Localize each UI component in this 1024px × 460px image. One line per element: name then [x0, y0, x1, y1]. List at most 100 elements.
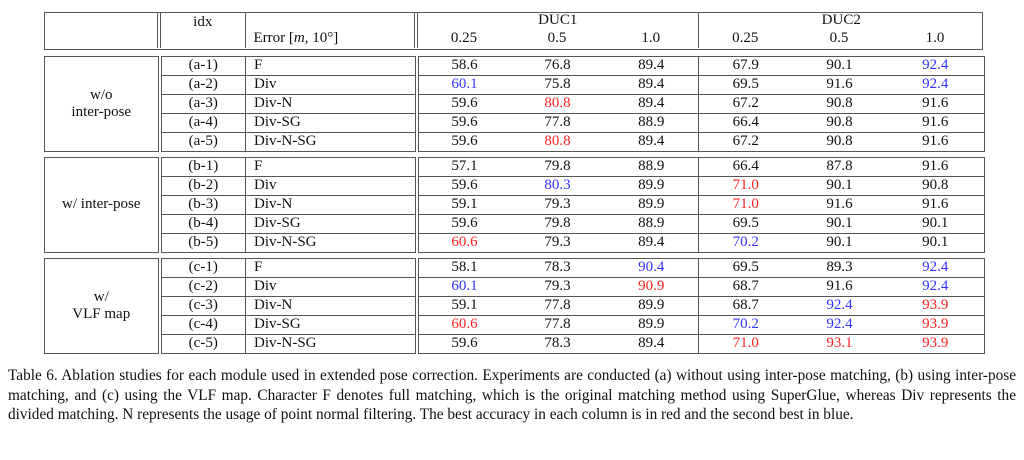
- value-cell: 91.6: [886, 195, 985, 215]
- header-threshold: 0.25: [732, 30, 759, 47]
- value-cell: 58.1: [416, 258, 511, 278]
- value-cell: 71.0: [698, 195, 793, 215]
- row-method: Div: [245, 277, 419, 297]
- header-threshold: 0.5: [547, 30, 567, 47]
- table-section: w/VLF map (c-1) F 58.1 78.3 90.4 69.5 89.3 92.4(…: [44, 258, 985, 354]
- header-error-suffix: , 10°]: [304, 29, 339, 46]
- value-cell: 59.6: [416, 132, 511, 152]
- value-cell: 69.5: [698, 258, 793, 278]
- value-cell: 60.1: [416, 75, 511, 95]
- value-cell: 59.1: [416, 296, 511, 316]
- section-label-line: w/ inter-pose: [62, 196, 141, 213]
- header-duc2: DUC2: [697, 12, 985, 30]
- value-cell: 71.0: [698, 334, 793, 354]
- value-cell: 89.9: [604, 176, 699, 196]
- row-idx: (a-4): [159, 113, 246, 133]
- row-method: Div-SG: [245, 113, 419, 133]
- value-cell: 89.9: [604, 315, 699, 335]
- value-cell: 57.1: [416, 157, 511, 177]
- table-row: (c-2) Div 60.1 79.3 90.9 68.7 91.6 92.4: [45, 277, 985, 297]
- table-row: (a-5) Div-N-SG 59.6 80.8 89.4 67.2 90.8 91.6: [45, 132, 985, 152]
- value-cell: 77.8: [510, 315, 605, 335]
- value-cell: 89.9: [604, 296, 699, 316]
- value-cell: 59.6: [416, 94, 511, 114]
- value-cell: 80.8: [510, 132, 605, 152]
- section-label-line: w/: [93, 288, 109, 305]
- value-cell: 91.6: [886, 157, 985, 177]
- row-method: F: [245, 258, 419, 278]
- header-idx: idx: [158, 12, 246, 48]
- value-cell: 78.3: [510, 258, 605, 278]
- value-cell: 92.4: [886, 277, 985, 297]
- value-cell: 58.6: [416, 56, 511, 76]
- table-caption: Table 6. Ablation studies for each modul…: [8, 367, 1016, 423]
- value-cell: 79.8: [510, 157, 605, 177]
- value-cell: 89.3: [792, 258, 887, 278]
- value-cell: 80.8: [510, 94, 605, 114]
- value-cell: 89.4: [604, 56, 699, 76]
- value-cell: 93.9: [886, 334, 985, 354]
- value-cell: 89.4: [604, 334, 699, 354]
- header-error: Error [m, 10°]: [244, 12, 418, 48]
- value-cell: 68.7: [698, 296, 793, 316]
- section-label: w/o inter-pose: [44, 56, 162, 152]
- value-cell: 90.8: [792, 113, 887, 133]
- row-method: Div: [245, 75, 419, 95]
- table-header: idx Error [m, 10°] DUC1 DUC2 0.25 0.5 1.…: [44, 12, 985, 48]
- row-method: F: [245, 56, 419, 76]
- table-row: (b-2) Div 59.6 80.3 89.9 71.0 90.1 90.8: [45, 176, 985, 196]
- value-cell: 91.6: [792, 277, 887, 297]
- value-cell: 79.3: [510, 233, 605, 253]
- value-cell: 88.9: [604, 214, 699, 234]
- value-cell: 79.3: [510, 277, 605, 297]
- table-section: w/ inter-pose (b-1) F 57.1 79.8 88.9 66.4 87.8 9…: [44, 157, 985, 253]
- value-cell: 90.1: [792, 214, 887, 234]
- value-cell: 59.6: [416, 334, 511, 354]
- table-row: (b-5) Div-N-SG 60.6 79.3 89.4 70.2 90.1 90.1: [45, 233, 985, 253]
- value-cell: 68.7: [698, 277, 793, 297]
- table-row: w/o inter-pose (a-1) F 58.6 76.8 89.4 67.9 90.1 9…: [44, 56, 985, 152]
- row-idx: (c-3): [159, 296, 246, 316]
- table-row: (c-4) Div-SG 60.6 77.8 89.9 70.2 92.4 93.9: [45, 315, 985, 335]
- value-cell: 90.1: [886, 214, 985, 234]
- value-cell: 60.1: [416, 277, 511, 297]
- value-cell: 75.8: [510, 75, 605, 95]
- table-row: (a-4) Div-SG 59.6 77.8 88.9 66.4 90.8 91.6: [45, 113, 985, 133]
- value-cell: 59.1: [416, 195, 511, 215]
- row-method: Div-SG: [245, 315, 419, 335]
- value-cell: 90.8: [792, 132, 887, 152]
- value-cell: 92.4: [792, 296, 887, 316]
- section-label: w/VLF map: [44, 258, 162, 354]
- value-cell: 91.6: [792, 195, 887, 215]
- section-label-line: inter-pose: [71, 104, 132, 120]
- value-cell: 70.2: [698, 233, 793, 253]
- table-section: w/o inter-pose (a-1) F 58.6 76.8 89.4 67.9 90.1 9…: [44, 56, 985, 152]
- row-method: F: [245, 157, 419, 177]
- value-cell: 69.5: [698, 214, 793, 234]
- row-method: Div-N: [245, 195, 419, 215]
- value-cell: 70.2: [698, 315, 793, 335]
- row-method: Div-N-SG: [245, 233, 419, 253]
- section-label: w/ inter-pose: [44, 157, 162, 253]
- table-row: w/ inter-pose (b-1) F 57.1 79.8 88.9 66.4 87.8 9…: [44, 157, 985, 253]
- value-cell: 92.4: [886, 56, 985, 76]
- value-cell: 71.0: [698, 176, 793, 196]
- header-threshold: 1.0: [925, 30, 945, 47]
- row-idx: (b-4): [159, 214, 246, 234]
- value-cell: 59.6: [416, 176, 511, 196]
- value-cell: 91.6: [792, 75, 887, 95]
- table-row: w/VLF map (c-1) F 58.1 78.3 90.4 69.5 89.3 92.4: [44, 258, 985, 354]
- header-error-prefix: Error [: [253, 29, 294, 46]
- value-cell: 91.6: [886, 113, 985, 133]
- row-idx: (c-2): [159, 277, 246, 297]
- value-cell: 79.8: [510, 214, 605, 234]
- table-row: (b-3) Div-N 59.1 79.3 89.9 71.0 91.6 91.6: [45, 195, 985, 215]
- row-method: Div: [245, 176, 419, 196]
- value-cell: 67.2: [698, 132, 793, 152]
- row-idx: (c-4): [159, 315, 246, 335]
- row-idx: (c-5): [159, 334, 246, 354]
- value-cell: 93.9: [886, 296, 985, 316]
- header-duc1: DUC1: [415, 12, 699, 30]
- value-cell: 92.4: [792, 315, 887, 335]
- table-row: (c-5) Div-N-SG 59.6 78.3 89.4 71.0 93.1 93.9: [45, 334, 985, 354]
